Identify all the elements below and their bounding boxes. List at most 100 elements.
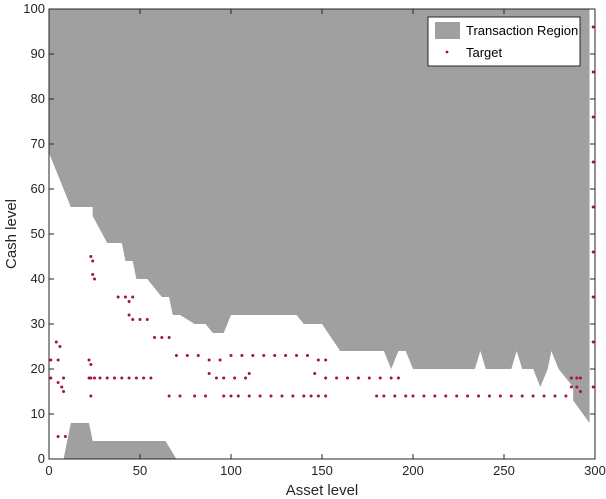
target-point [335, 376, 339, 380]
target-point [356, 376, 360, 380]
target-point [575, 376, 579, 380]
x-tick-label: 200 [402, 463, 424, 478]
target-point [569, 376, 573, 380]
target-point [569, 385, 573, 389]
target-point [591, 205, 595, 209]
target-point [378, 376, 382, 380]
target-point [138, 318, 142, 321]
target-point [444, 394, 448, 398]
target-point [222, 394, 226, 398]
target-point [382, 394, 386, 398]
target-point [396, 376, 400, 380]
target-point [247, 394, 251, 398]
target-point [207, 358, 211, 362]
target-point [207, 372, 211, 375]
target-point [564, 394, 568, 398]
target-point [591, 250, 595, 254]
transaction-region-upper [49, 9, 590, 423]
target-point [89, 363, 93, 366]
target-point [324, 394, 328, 398]
target-point [487, 394, 491, 398]
target-point [91, 259, 95, 263]
target-point [167, 336, 171, 339]
target-point [123, 295, 127, 299]
target-point [142, 376, 146, 380]
target-point [214, 376, 218, 380]
target-point [411, 394, 415, 398]
target-point [553, 394, 557, 398]
target-point [240, 354, 244, 357]
x-tick-label: 0 [45, 463, 52, 478]
target-point [56, 358, 60, 362]
target-point [56, 435, 60, 438]
target-point [120, 376, 124, 380]
target-point [196, 354, 200, 357]
target-point [309, 394, 313, 398]
target-point [531, 394, 535, 398]
target-point [89, 376, 93, 380]
target-point [49, 376, 53, 380]
transaction-region-group [49, 9, 590, 459]
target-point [578, 390, 582, 393]
target-point [284, 354, 288, 357]
transaction-region-lower [63, 423, 177, 459]
y-tick-label: 90 [31, 46, 45, 61]
target-point [280, 394, 284, 398]
x-axis: 0 50 100 150 200 250 300 [45, 9, 606, 478]
target-point [62, 376, 66, 380]
target-point [113, 376, 117, 380]
target-point [455, 394, 459, 398]
target-point [591, 25, 595, 29]
y-tick-label: 30 [31, 316, 45, 331]
target-point [193, 394, 197, 398]
target-point [131, 318, 135, 321]
target-point [153, 336, 157, 339]
target-point [591, 385, 595, 389]
target-point [305, 354, 309, 357]
y-axis-title: Cash level [3, 199, 20, 269]
legend-label-transaction-region: Transaction Region [466, 23, 578, 38]
target-point [591, 115, 595, 119]
target-point [62, 390, 66, 393]
y-tick-label: 70 [31, 136, 45, 151]
target-point [185, 354, 189, 357]
legend-marker-target [445, 50, 449, 54]
target-point [160, 336, 164, 339]
target-point [251, 354, 255, 357]
target-point [578, 376, 582, 380]
target-point [466, 394, 470, 398]
target-point [291, 394, 295, 398]
target-point [422, 394, 426, 398]
target-point [477, 394, 481, 398]
target-point [542, 394, 546, 398]
target-point [389, 376, 393, 380]
target-point [433, 394, 437, 398]
target-point [375, 394, 379, 398]
target-point [345, 376, 349, 380]
legend-label-target: Target [466, 45, 503, 60]
target-point [262, 354, 266, 357]
target-point [93, 376, 96, 380]
y-tick-label: 100 [23, 1, 45, 16]
x-axis-title: Asset level [286, 482, 359, 499]
target-point [393, 394, 397, 398]
x-tick-label: 150 [311, 463, 333, 478]
y-tick-label: 60 [31, 181, 45, 196]
target-point [218, 358, 222, 362]
x-tick-label: 50 [133, 463, 147, 478]
target-point [63, 435, 67, 438]
target-point [324, 376, 328, 380]
target-point [98, 376, 102, 380]
target-point [145, 318, 149, 321]
target-point [58, 345, 62, 348]
target-point [89, 255, 93, 258]
target-point [498, 394, 502, 398]
target-point [49, 358, 53, 362]
target-point [89, 394, 93, 398]
target-point [295, 354, 299, 357]
x-tick-label: 100 [220, 463, 242, 478]
target-point [247, 372, 251, 375]
target-point [87, 358, 91, 362]
target-point [93, 277, 96, 281]
